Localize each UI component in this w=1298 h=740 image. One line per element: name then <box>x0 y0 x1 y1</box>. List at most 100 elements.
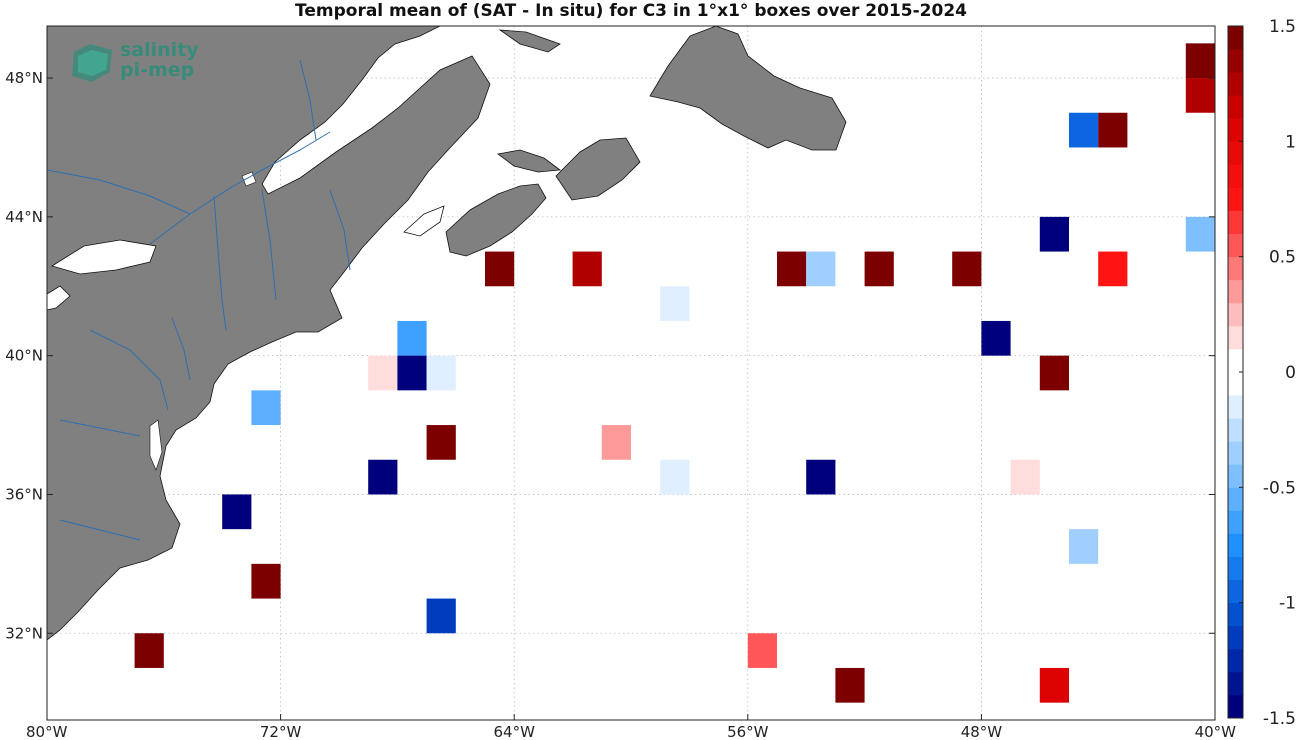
data-box <box>426 425 456 460</box>
data-box <box>1069 529 1099 564</box>
data-box <box>1039 216 1069 252</box>
lat-tick-label: 40°N <box>5 347 43 365</box>
data-box <box>660 459 690 495</box>
data-box <box>1039 667 1069 703</box>
data-box <box>981 320 1011 356</box>
colorbar-step <box>1228 164 1243 188</box>
lake-ontario <box>51 239 157 275</box>
river-delaware <box>171 317 191 381</box>
salinity-pi-mep-logo: salinity pi-mep <box>70 38 210 88</box>
data-box <box>1185 43 1215 79</box>
data-boxes <box>134 43 1215 703</box>
data-box <box>1010 459 1040 495</box>
colorbar-tick-label: 1.5 <box>1269 17 1296 37</box>
map-frame <box>46 25 1216 721</box>
colorbar-step <box>1228 49 1243 73</box>
data-box <box>397 320 427 356</box>
data-box <box>1098 112 1128 148</box>
lon-tick-label: 80°W <box>26 723 68 740</box>
data-box <box>1185 78 1215 113</box>
colorbar-step <box>1228 372 1243 396</box>
data-box <box>864 251 894 287</box>
river-quebec <box>299 59 317 141</box>
data-box <box>368 355 398 391</box>
colorbar-step <box>1228 464 1243 488</box>
river-carolina <box>59 519 141 541</box>
land-mass <box>46 25 847 641</box>
data-box <box>806 459 836 495</box>
colorbar-step <box>1228 533 1243 557</box>
data-box <box>1098 251 1128 287</box>
colorbar-tick-label: 1 <box>1285 132 1296 152</box>
colorbar-step <box>1228 256 1243 281</box>
colorbar-step <box>1228 648 1243 673</box>
lat-tick-label: 32°N <box>5 624 43 642</box>
colorbar-tick-label: 0.5 <box>1269 248 1296 268</box>
lat-tick-label: 36°N <box>5 485 43 503</box>
data-box <box>572 251 602 287</box>
data-box <box>134 633 164 668</box>
colorbar-step <box>1228 118 1243 142</box>
colorbar-step <box>1228 510 1243 534</box>
colorbar-step <box>1228 625 1243 650</box>
colorbar-step <box>1228 26 1243 50</box>
data-box <box>835 667 865 703</box>
data-box <box>660 286 690 321</box>
colorbar-tick-label: -0.5 <box>1263 478 1296 498</box>
logo-text-salinity: salinity <box>120 39 199 61</box>
colorbar-step <box>1228 441 1243 465</box>
lon-tick-label: 64°W <box>493 723 535 740</box>
colorbar-step <box>1228 72 1243 96</box>
cape-breton <box>555 137 641 201</box>
river-ottawa <box>46 169 191 215</box>
colorbar-step <box>1228 279 1243 304</box>
colorbar-step <box>1228 233 1243 258</box>
data-box <box>1039 355 1069 391</box>
data-box <box>601 425 631 460</box>
lon-tick-label: 72°W <box>260 723 302 740</box>
colorbar-tick-label: 0 <box>1285 363 1296 383</box>
colorbar-step <box>1228 395 1243 419</box>
river-susquehanna <box>89 329 169 411</box>
colorbar-step <box>1228 302 1243 327</box>
data-box <box>397 355 427 391</box>
colorbar-tick-label: -1 <box>1279 594 1296 614</box>
colorbar-step <box>1228 602 1243 627</box>
prince-edward-island <box>497 149 562 173</box>
axis-ticks: 80°W 72°W 64°W 56°W 48°W 40°W 32°N 36°N 40°N 44°N… <box>5 69 1236 740</box>
river-maine <box>329 189 351 271</box>
colorbar-step <box>1228 348 1243 373</box>
anticosti-island <box>498 29 561 53</box>
colorbar-step <box>1228 418 1243 442</box>
lon-tick-label: 56°W <box>727 723 769 740</box>
colorbar-step <box>1228 487 1243 511</box>
data-box <box>1069 112 1099 148</box>
lon-tick-label: 48°W <box>961 723 1003 740</box>
colorbar-step <box>1228 187 1243 211</box>
river-connecticut <box>261 189 277 301</box>
colorbar-step <box>1228 556 1243 580</box>
logo-text-pi-mep: pi-mep <box>120 59 195 81</box>
data-box <box>485 251 515 287</box>
nova-scotia <box>445 183 547 257</box>
data-box <box>777 251 807 287</box>
data-box <box>806 251 836 287</box>
lat-tick-label: 44°N <box>5 208 43 226</box>
data-box <box>1185 216 1215 252</box>
bay-of-fundy <box>403 205 445 237</box>
data-box <box>222 494 252 530</box>
data-box <box>426 355 456 391</box>
colorbar-step <box>1228 325 1243 350</box>
lat-tick-label: 48°N <box>5 69 43 87</box>
colorbar-step <box>1228 579 1243 604</box>
data-box <box>426 598 456 634</box>
colorbar-step <box>1228 95 1243 119</box>
colorbar-tick-label: -1.5 <box>1263 709 1296 729</box>
colorbar-step <box>1228 141 1243 165</box>
data-box <box>747 633 777 668</box>
data-box <box>368 459 398 495</box>
data-box <box>251 563 281 599</box>
st-lawrence-river <box>149 131 331 245</box>
data-box <box>952 251 982 287</box>
